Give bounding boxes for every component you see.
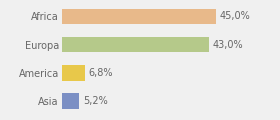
Text: 5,2%: 5,2% [83,96,108,106]
Bar [62,37,209,52]
Bar [62,9,216,24]
Text: 45,0%: 45,0% [220,11,250,21]
Bar [62,65,85,81]
Text: 43,0%: 43,0% [213,40,243,50]
Bar [62,93,80,109]
Text: 6,8%: 6,8% [88,68,113,78]
